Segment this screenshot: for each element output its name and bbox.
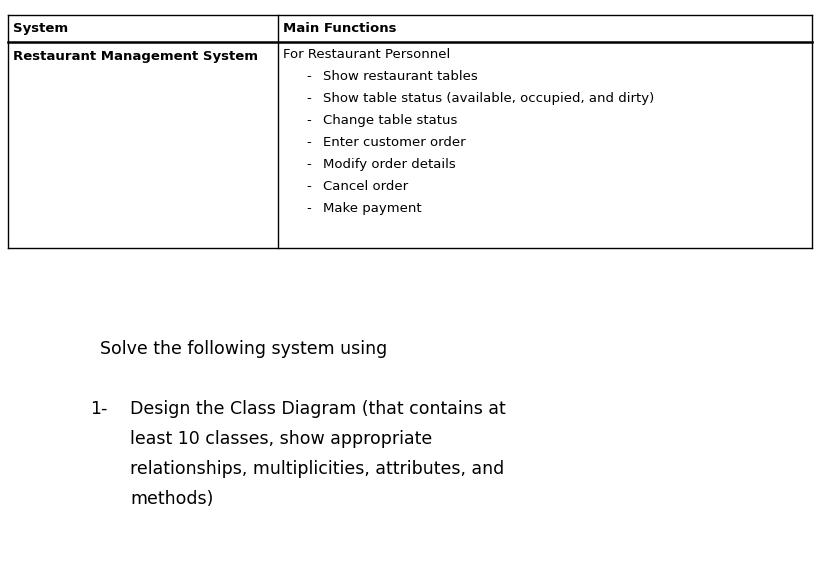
- Text: -: -: [306, 180, 310, 193]
- Text: Show restaurant tables: Show restaurant tables: [323, 70, 477, 83]
- Text: For Restaurant Personnel: For Restaurant Personnel: [283, 48, 450, 61]
- Text: Design the Class Diagram (that contains at: Design the Class Diagram (that contains …: [130, 400, 505, 418]
- Text: Show table status (available, occupied, and dirty): Show table status (available, occupied, …: [323, 92, 653, 105]
- Text: Change table status: Change table status: [323, 114, 457, 127]
- Text: least 10 classes, show appropriate: least 10 classes, show appropriate: [130, 430, 432, 448]
- Text: -: -: [306, 92, 310, 105]
- Text: Restaurant Management System: Restaurant Management System: [13, 50, 258, 63]
- Text: methods): methods): [130, 490, 213, 508]
- Text: Solve the following system using: Solve the following system using: [100, 340, 387, 358]
- Text: System: System: [13, 22, 68, 35]
- Text: -: -: [306, 70, 310, 83]
- Text: -: -: [306, 158, 310, 171]
- Text: Main Functions: Main Functions: [283, 22, 396, 35]
- Text: Enter customer order: Enter customer order: [323, 136, 465, 149]
- Text: -: -: [306, 202, 310, 215]
- Text: -: -: [306, 114, 310, 127]
- Text: relationships, multiplicities, attributes, and: relationships, multiplicities, attribute…: [130, 460, 504, 478]
- Text: Cancel order: Cancel order: [323, 180, 408, 193]
- Text: Make payment: Make payment: [323, 202, 421, 215]
- Text: Modify order details: Modify order details: [323, 158, 455, 171]
- Text: 1-: 1-: [90, 400, 108, 418]
- Text: -: -: [306, 136, 310, 149]
